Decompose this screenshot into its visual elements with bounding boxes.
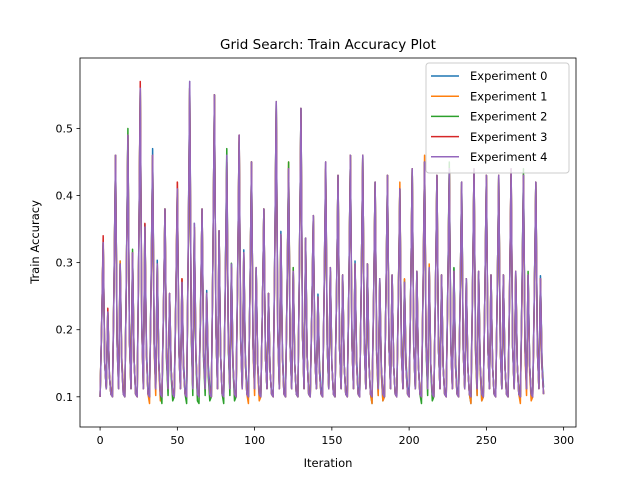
x-axis-label: Iteration — [304, 456, 353, 470]
x-axis-ticks: 0 50 100 150 200 250 300 — [97, 427, 574, 447]
legend-label: Experiment 4 — [470, 150, 547, 164]
x-tick-label: 50 — [170, 434, 184, 447]
x-tick-label: 0 — [97, 434, 104, 447]
x-tick-label: 100 — [244, 434, 265, 447]
series-line-experiment-4 — [99, 80, 545, 398]
legend: Experiment 0 Experiment 1 Experiment 2 Expe… — [425, 62, 570, 174]
x-tick-label: 150 — [321, 434, 342, 447]
legend-label: Experiment 1 — [470, 89, 547, 103]
legend-label: Experiment 3 — [470, 130, 547, 144]
x-tick-label: 200 — [399, 434, 420, 447]
legend-box — [425, 62, 570, 174]
y-tick-label: 0.1 — [56, 391, 74, 404]
legend-label: Experiment 2 — [470, 110, 547, 124]
y-tick-label: 0.3 — [56, 257, 74, 270]
y-axis-ticks: 0.1 0.2 0.3 0.4 0.5 — [56, 122, 80, 404]
axes-frame — [79, 57, 577, 428]
y-tick-label: 0.5 — [56, 122, 74, 135]
y-tick-label: 0.2 — [56, 324, 74, 337]
legend-label: Experiment 0 — [470, 69, 547, 83]
y-tick-label: 0.4 — [56, 190, 74, 203]
x-tick-label: 300 — [553, 434, 574, 447]
x-tick-label: 250 — [476, 434, 497, 447]
y-axis-label: Train Accuracy — [28, 200, 42, 285]
series-layer — [99, 80, 545, 405]
chart-title: Grid Search: Train Accuracy Plot — [220, 37, 436, 53]
